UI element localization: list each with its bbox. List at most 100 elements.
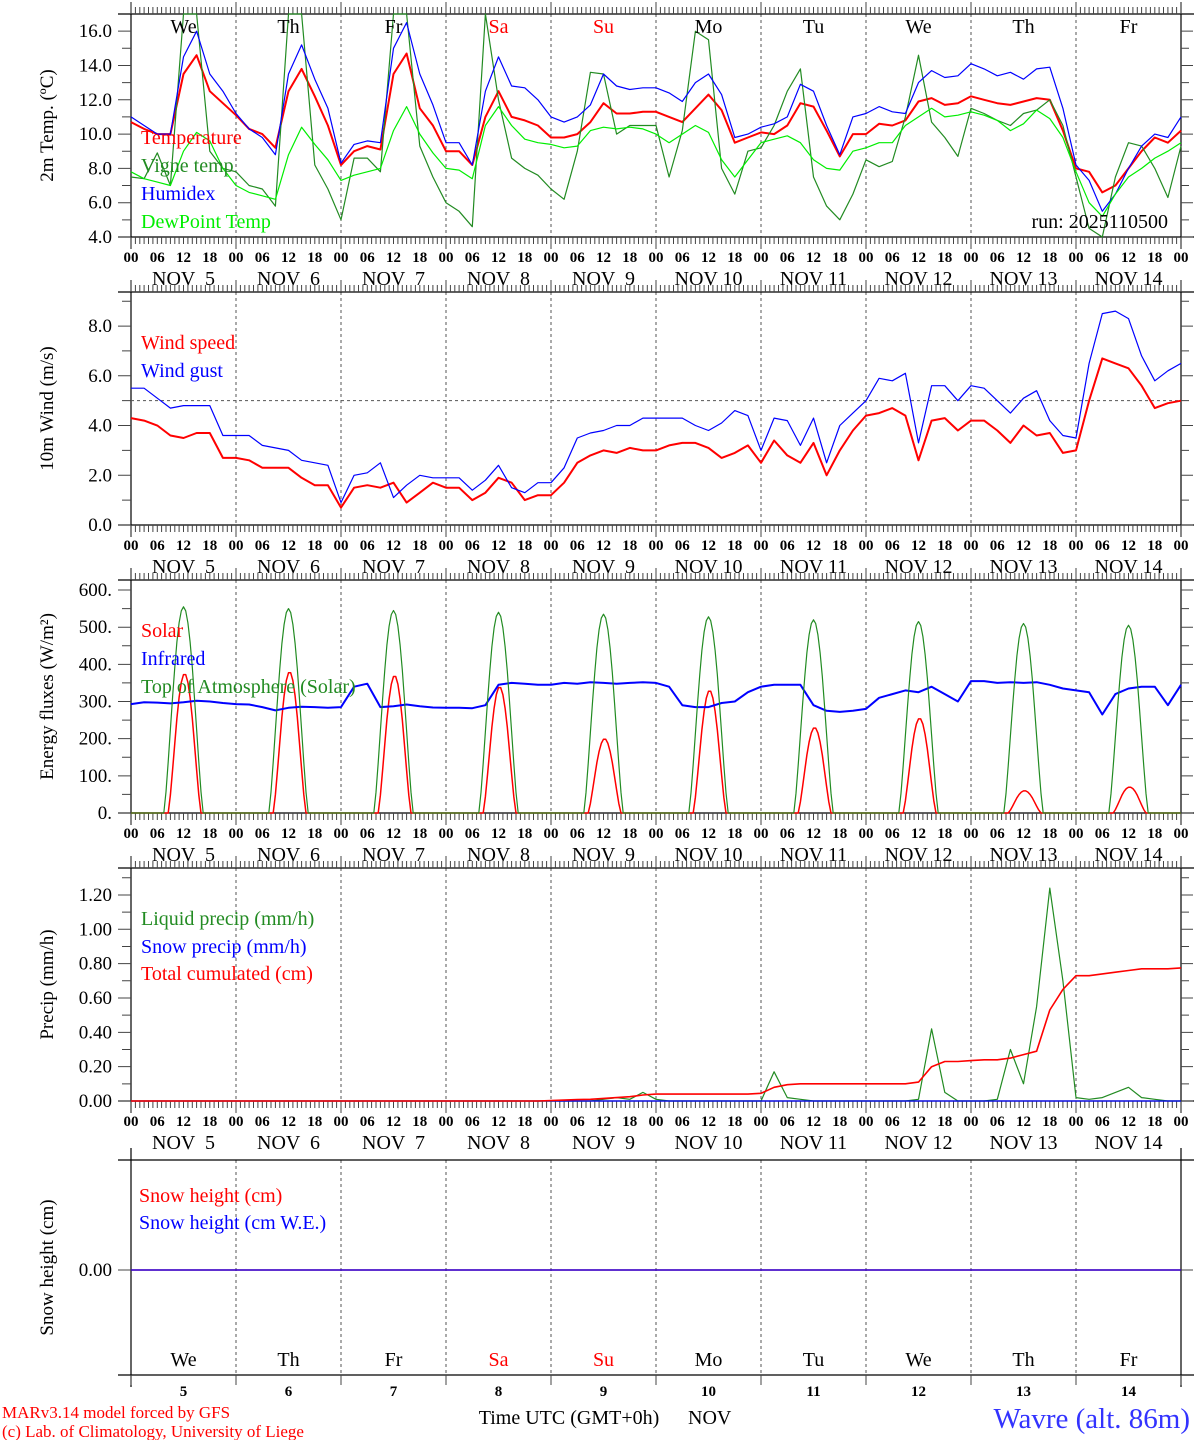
- hour-ticks: [130, 568, 1182, 825]
- y-axis-label: 10m Wind (m/s): [37, 346, 58, 471]
- date-label: NOV 10: [675, 268, 743, 290]
- hour-tick-label: 18: [832, 826, 847, 842]
- day-number-label: 6: [285, 1384, 293, 1400]
- hour-tick-label: 00: [649, 538, 664, 554]
- hour-tick-label: 12: [701, 538, 716, 554]
- hour-tick-label: 00: [439, 826, 454, 842]
- hour-tick-label: 18: [307, 1114, 322, 1130]
- weekday-label: Fr: [1120, 1349, 1138, 1371]
- hour-tick-label: 00: [124, 1114, 139, 1130]
- y-tick-label: 0.80: [79, 954, 112, 975]
- hour-tick-label: 00: [124, 826, 139, 842]
- y-tick-label: 8.0: [88, 316, 112, 337]
- hour-tick-label: 12: [491, 538, 506, 554]
- y-tick-label: 6.0: [88, 366, 112, 387]
- date-label: NOV 12: [885, 844, 953, 866]
- day-number-label: 5: [180, 1384, 188, 1400]
- date-label: NOV 10: [675, 844, 743, 866]
- date-label: NOV 6: [257, 1132, 320, 1154]
- station-name: Wavre (alt. 86m): [993, 1403, 1190, 1435]
- day-number-label: 7: [390, 1384, 398, 1400]
- hour-tick-label: 12: [281, 538, 296, 554]
- hour-tick-label: 18: [622, 1114, 637, 1130]
- hour-tick-label: 12: [806, 826, 821, 842]
- hour-tick-label: 06: [360, 538, 376, 554]
- hour-ticks: [130, 2, 1182, 249]
- weekday-label: Th: [1012, 16, 1034, 38]
- legend-entry: Infrared: [141, 648, 205, 670]
- weekday-label: We: [170, 16, 196, 38]
- hour-tick-label: 00: [229, 826, 244, 842]
- date-label: NOV 5: [152, 268, 215, 290]
- hour-tick-label: 00: [1069, 538, 1084, 554]
- weekday-label: We: [905, 16, 931, 38]
- weekday-label: Tu: [803, 1349, 825, 1371]
- y-ticks: [118, 589, 1193, 814]
- hour-tick-label: 18: [1147, 1114, 1162, 1130]
- panel-4: 0.00 0.20 0.40 0.60 0.80 1.00 1.20 Precip (mm/h…: [37, 856, 1194, 1154]
- hour-tick-label: 18: [307, 826, 322, 842]
- hour-tick-label: 06: [675, 826, 691, 842]
- hour-tick-label: 00: [334, 826, 349, 842]
- hour-tick-label: 06: [255, 826, 271, 842]
- y-tick-label: 12.0: [79, 90, 112, 111]
- y-tick-label: 500.: [79, 617, 112, 638]
- legend-entry: Snow height (cm W.E.): [139, 1212, 326, 1234]
- hour-tick-label: 06: [255, 1114, 271, 1130]
- date-label: NOV 6: [257, 556, 320, 578]
- legend-entry: Top of Atmosphere (Solar): [141, 676, 356, 698]
- hour-tick-label: 18: [1147, 250, 1162, 266]
- weekday-label: Fr: [385, 16, 403, 38]
- hour-tick-label: 06: [570, 826, 586, 842]
- hour-tick-label: 18: [937, 1114, 952, 1130]
- date-label: NOV 11: [780, 268, 847, 290]
- hour-tick-label: 12: [281, 826, 296, 842]
- weekday-label: Mo: [695, 1349, 723, 1371]
- hour-tick-label: 06: [675, 250, 691, 266]
- hour-tick-label: 18: [937, 538, 952, 554]
- hour-tick-label: 12: [386, 538, 401, 554]
- hour-tick-label: 12: [281, 1114, 296, 1130]
- hour-tick-label: 12: [386, 250, 401, 266]
- date-label: NOV 12: [885, 556, 953, 578]
- hour-tick-label: 12: [911, 538, 926, 554]
- hour-tick-label: 00: [1174, 250, 1189, 266]
- hour-tick-label: 12: [491, 1114, 506, 1130]
- date-label: NOV 6: [257, 268, 320, 290]
- hour-tick-label: 00: [229, 1114, 244, 1130]
- legend-entry: Humidex: [141, 183, 215, 205]
- hour-tick-label: 06: [990, 826, 1006, 842]
- y-tick-label: 14.0: [79, 55, 112, 76]
- panel-5: 0.00 Snow height (cm) Snow height (cm) Snow…: [37, 1148, 1194, 1400]
- hour-tick-label: 00: [1069, 1114, 1084, 1130]
- hour-tick-label: 00: [124, 250, 139, 266]
- series-line-wind-speed: [130, 357, 1182, 509]
- hour-tick-label: 00: [754, 250, 769, 266]
- y-tick-label: 200.: [79, 729, 112, 750]
- y-tick-label: 0.: [98, 803, 112, 824]
- hour-tick-label: 12: [911, 250, 926, 266]
- hour-tick-label: 18: [937, 826, 952, 842]
- hour-tick-label: 00: [754, 538, 769, 554]
- y-tick-label: 4.0: [88, 227, 112, 248]
- hour-tick-label: 06: [1095, 250, 1111, 266]
- hour-tick-label: 00: [124, 538, 139, 554]
- hour-tick-label: 12: [491, 250, 506, 266]
- panel-2: 0.0 2.0 4.0 6.0 8.0 10m Wind (m/s) Wind speed W…: [37, 280, 1194, 578]
- hour-tick-label: 06: [150, 250, 166, 266]
- hour-tick-label: 12: [176, 826, 191, 842]
- date-label: NOV 10: [675, 1132, 743, 1154]
- hour-tick-label: 18: [727, 826, 742, 842]
- weekday-label: Mo: [695, 16, 723, 38]
- hour-tick-label: 06: [150, 538, 166, 554]
- y-tick-label: 400.: [79, 654, 112, 675]
- hour-tick-label: 00: [1174, 826, 1189, 842]
- hour-tick-label: 00: [544, 538, 559, 554]
- hour-tick-label: 00: [439, 538, 454, 554]
- hour-tick-label: 12: [1016, 826, 1031, 842]
- hour-tick-label: 00: [439, 250, 454, 266]
- hour-tick-label: 06: [780, 250, 796, 266]
- legend-entry: Snow precip (mm/h): [141, 936, 307, 958]
- hour-tick-label: 06: [780, 538, 796, 554]
